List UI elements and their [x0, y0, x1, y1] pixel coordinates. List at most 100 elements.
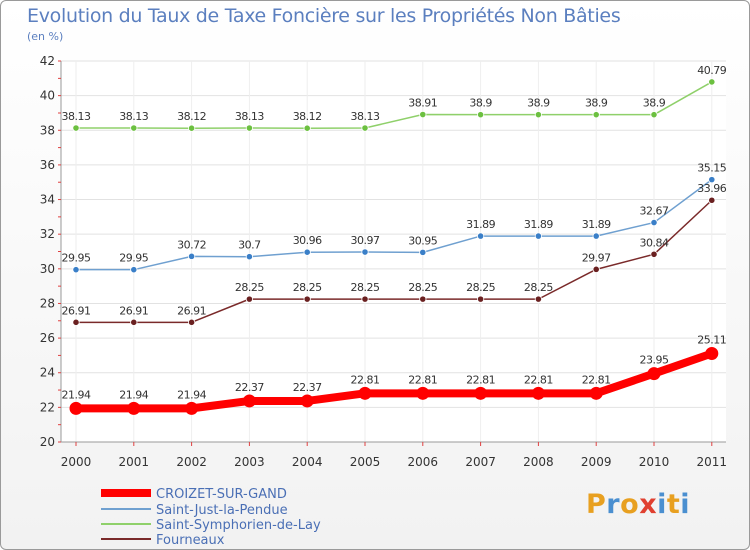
series-croizet-sur-gand: 21.94 21.94 21.94 22.37 22.37 22.81 22.81 22.81… [62, 334, 727, 415]
data-label: 28.25 [293, 281, 322, 294]
legend-label: Saint-Just-la-Pendue [156, 503, 288, 518]
data-point [130, 266, 138, 274]
data-point [242, 394, 256, 408]
legend-label: Saint-Symphorien-de-Lay [156, 518, 321, 533]
y-tick-label: 24 [40, 366, 55, 380]
data-label: 21.94 [177, 388, 206, 401]
data-point [419, 248, 427, 256]
y-tick-label: 30 [40, 262, 55, 276]
data-label: 22.81 [524, 373, 553, 386]
data-label: 31.89 [524, 218, 553, 231]
proxiti-logo: Proxiti [586, 489, 690, 520]
x-tick-label: 2011 [697, 455, 728, 469]
series-saint-just-la-pendue: 29.95 29.95 30.72 30.7 30.96 30.97 30.95 31.89 3… [62, 162, 727, 274]
y-tick-label: 38 [40, 123, 55, 137]
data-label: 38.9 [527, 97, 550, 110]
logo-letter: i [657, 489, 667, 520]
series-line [75, 178, 713, 271]
data-point [130, 318, 138, 326]
data-point [72, 266, 80, 274]
data-point [708, 176, 716, 184]
legend-label: CROIZET-SUR-GAND [156, 487, 287, 502]
data-label: 30.95 [408, 234, 437, 247]
chart-title: Evolution du Taux de Taxe Foncière sur l… [27, 5, 621, 27]
data-label: 28.25 [466, 281, 495, 294]
data-label: 30.96 [293, 234, 322, 247]
data-label: 30.7 [238, 239, 261, 252]
data-point [592, 265, 600, 273]
logo-letter: r [606, 489, 621, 520]
data-point [72, 318, 80, 326]
y-tick-label: 28 [40, 296, 55, 310]
data-label: 22.81 [408, 373, 437, 386]
legend-label: Fourneaux [156, 533, 225, 548]
logo-letter: i [680, 489, 691, 520]
data-label: 22.81 [351, 373, 380, 386]
data-label: 30.84 [640, 236, 669, 249]
y-tick-label: 40 [40, 89, 55, 103]
data-label: 30.97 [351, 234, 380, 247]
data-point [245, 253, 253, 261]
data-label: 29.97 [582, 251, 611, 264]
data-point [534, 295, 543, 303]
data-label: 29.95 [119, 252, 148, 265]
data-point [188, 318, 196, 326]
data-point [188, 124, 196, 132]
data-label: 31.89 [582, 218, 611, 231]
data-label: 38.13 [235, 110, 264, 123]
data-point [708, 78, 716, 86]
x-tick-label: 2002 [176, 455, 207, 469]
data-label: 33.96 [697, 182, 726, 195]
data-label: 38.9 [469, 97, 492, 110]
y-tick-label: 20 [40, 435, 55, 449]
data-point [130, 124, 138, 132]
x-tick-label: 2008 [523, 455, 554, 469]
data-point [705, 347, 719, 361]
data-label: 22.81 [582, 373, 611, 386]
data-point [185, 401, 199, 415]
data-label: 38.13 [62, 110, 91, 123]
data-point [474, 386, 488, 400]
data-point [592, 232, 600, 240]
data-point [303, 248, 311, 256]
data-label: 26.91 [62, 304, 91, 317]
data-point [361, 248, 369, 256]
data-point [361, 124, 369, 132]
data-point [476, 111, 485, 119]
data-label: 30.72 [177, 238, 206, 251]
data-point [534, 111, 543, 119]
logo-letter: t [666, 489, 681, 520]
data-label: 38.91 [408, 97, 437, 110]
data-point [419, 110, 427, 119]
y-tick-label: 34 [40, 193, 55, 207]
x-tick-label: 2010 [639, 455, 670, 469]
data-label: 26.91 [119, 304, 148, 317]
data-point [476, 232, 485, 240]
data-label: 38.12 [177, 110, 206, 123]
series-line [75, 81, 713, 129]
data-point [72, 124, 80, 132]
data-point [303, 295, 311, 303]
logo-letter: P [586, 489, 607, 520]
data-label: 35.15 [697, 162, 726, 175]
data-point [188, 252, 196, 260]
data-label: 28.25 [408, 281, 437, 294]
data-point [127, 401, 141, 415]
data-label: 21.94 [119, 388, 148, 401]
data-point [303, 124, 311, 132]
data-point [245, 124, 253, 132]
data-label: 25.11 [697, 334, 726, 347]
y-tick-label: 32 [40, 227, 55, 241]
data-point [358, 386, 372, 400]
x-tick-label: 2001 [119, 455, 150, 469]
logo-letter: x [639, 489, 658, 520]
data-label: 22.37 [235, 381, 264, 394]
x-tick-label: 2004 [292, 455, 323, 469]
data-point [647, 367, 661, 381]
data-label: 29.95 [62, 252, 91, 265]
y-tick-label: 36 [40, 158, 55, 172]
data-point [592, 111, 600, 119]
data-point [361, 295, 369, 303]
data-label: 38.13 [119, 110, 148, 123]
